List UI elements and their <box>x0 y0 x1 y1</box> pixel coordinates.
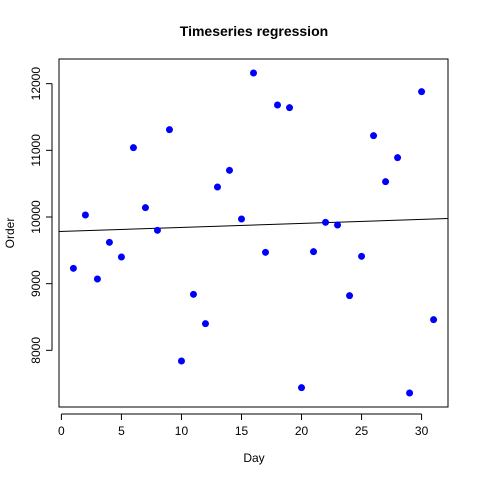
data-point <box>370 132 378 140</box>
data-point <box>394 154 402 162</box>
x-tick-label: 30 <box>415 424 429 438</box>
points-layer <box>69 69 438 397</box>
data-point <box>225 166 233 174</box>
data-point <box>382 178 390 186</box>
x-axis: 0 5 10 15 20 25 30 <box>58 413 429 438</box>
data-point <box>93 275 101 283</box>
data-point <box>189 290 197 298</box>
y-tick-label: 9000 <box>29 270 43 297</box>
data-point <box>213 183 221 191</box>
data-point <box>346 292 354 300</box>
y-tick-label: 11000 <box>29 134 43 167</box>
data-point <box>105 238 113 246</box>
x-tick-label: 10 <box>175 424 189 438</box>
data-point <box>129 144 137 152</box>
x-axis-label: Day <box>243 451 264 465</box>
x-tick-label: 20 <box>295 424 309 438</box>
data-point <box>141 204 149 212</box>
y-axis: 8000 9000 10000 11000 12000 <box>29 67 53 364</box>
y-tick-label: 12000 <box>29 67 43 101</box>
data-point <box>177 357 185 365</box>
y-tick-label: 10000 <box>29 200 43 234</box>
y-axis-label: Order <box>3 218 17 249</box>
data-point <box>334 221 342 229</box>
regression-layer <box>58 217 449 233</box>
data-point <box>153 226 161 234</box>
chart-title: Timeseries regression <box>180 23 328 39</box>
data-point <box>250 69 257 77</box>
data-point <box>117 253 125 261</box>
data-point <box>165 126 173 134</box>
data-point <box>418 88 426 96</box>
data-point <box>310 248 318 256</box>
data-point <box>298 384 306 392</box>
data-point <box>430 316 438 324</box>
data-point <box>69 264 77 272</box>
data-point <box>81 211 89 219</box>
plot-frame <box>58 58 449 408</box>
y-tick-label: 8000 <box>29 337 43 364</box>
regression-line <box>58 217 449 233</box>
x-tick-label: 5 <box>118 424 125 438</box>
data-point <box>274 101 282 109</box>
x-tick-label: 15 <box>235 424 249 438</box>
data-point <box>322 218 330 226</box>
x-tick-label: 25 <box>355 424 369 438</box>
data-point <box>262 248 270 256</box>
data-point <box>286 104 294 112</box>
data-point <box>201 320 209 328</box>
data-point <box>358 252 366 260</box>
data-point <box>237 215 245 223</box>
x-tick-label: 0 <box>58 424 65 438</box>
data-point <box>406 389 414 397</box>
